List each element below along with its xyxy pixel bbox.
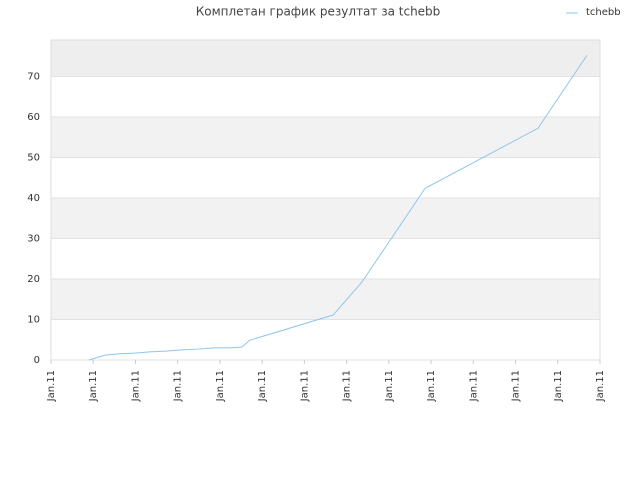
x-tick-label: Jan.11 xyxy=(553,370,564,402)
y-tick-label: 70 xyxy=(27,71,40,82)
y-tick-label: 60 xyxy=(27,112,40,123)
x-tick-label: Jan.11 xyxy=(173,370,184,402)
y-tick-label: 40 xyxy=(27,193,40,204)
x-tick-label: Jan.11 xyxy=(426,370,437,402)
grid-band xyxy=(51,319,600,360)
x-tick-label: Jan.11 xyxy=(299,370,310,402)
x-tick-label: Jan.11 xyxy=(88,370,99,402)
x-tick-label: Jan.11 xyxy=(257,370,268,402)
grid-band xyxy=(51,116,600,158)
y-tick-label: 10 xyxy=(27,314,40,325)
grid-band xyxy=(51,278,600,320)
x-tick-label: Jan.11 xyxy=(215,370,226,402)
y-tick-label: 50 xyxy=(27,152,40,163)
line-series xyxy=(88,55,588,361)
grid-band xyxy=(51,76,600,117)
x-tick-label: Jan.11 xyxy=(384,370,395,402)
legend-label: tchebb xyxy=(586,7,621,18)
y-tick-label: 20 xyxy=(27,274,40,285)
x-tick-label: Jan.11 xyxy=(130,370,141,402)
grid-band xyxy=(51,40,600,77)
y-tick-label: 0 xyxy=(34,355,40,366)
x-tick-label: Jan.11 xyxy=(511,370,522,402)
grid-band xyxy=(51,238,600,279)
x-tick-label: Jan.11 xyxy=(342,370,353,402)
x-tick-label: Jan.11 xyxy=(468,370,479,402)
grid-band xyxy=(51,197,600,239)
x-tick-label: Jan.11 xyxy=(595,370,606,402)
y-tick-label: 30 xyxy=(27,233,40,244)
x-tick-label: Jan.11 xyxy=(46,370,57,402)
grid-band xyxy=(51,157,600,198)
chart-title: Комплетан график резултат за tchebb xyxy=(196,5,441,19)
